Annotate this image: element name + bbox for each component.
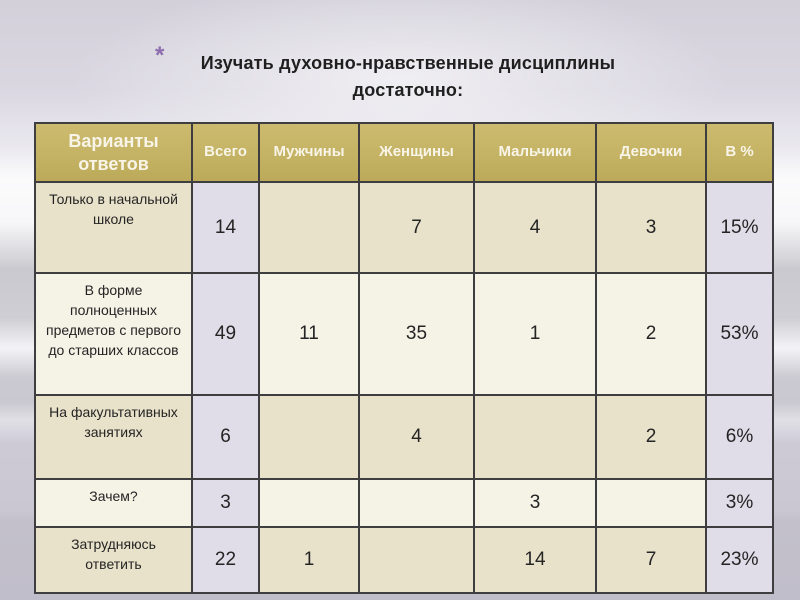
- column-header-boys: Мальчики: [473, 122, 597, 183]
- women-cell: 4: [358, 394, 475, 480]
- total-cell: 49: [191, 272, 260, 396]
- table-row: Только в начальной школе 14 7 4 3 15%: [34, 181, 774, 274]
- boys-cell: 14: [473, 526, 597, 594]
- header-row: Варианты ответов Всего Мужчины Женщины М…: [34, 122, 774, 183]
- girls-cell: 3: [595, 181, 707, 274]
- total-cell: 14: [191, 181, 260, 274]
- column-header-percent: В %: [705, 122, 774, 183]
- women-cell: 35: [358, 272, 475, 396]
- slide-title-line1: Изучать духовно-нравственные дисциплины: [200, 53, 616, 73]
- percent-cell: 6%: [705, 394, 774, 480]
- survey-results-table: Варианты ответов Всего Мужчины Женщины М…: [34, 122, 774, 594]
- row-label-cell: Затрудняюсь ответить: [34, 526, 193, 594]
- row-label-cell: Только в начальной школе: [34, 181, 193, 274]
- column-header-women: Женщины: [358, 122, 475, 183]
- total-cell: 6: [191, 394, 260, 480]
- men-cell: 1: [258, 526, 360, 594]
- girls-cell: 2: [595, 394, 707, 480]
- asterisk-bullet-icon: *: [155, 42, 165, 69]
- girls-cell: 7: [595, 526, 707, 594]
- table-row: Затрудняюсь ответить 22 1 14 7 23%: [34, 526, 774, 594]
- table-row: Зачем? 3 3 3%: [34, 478, 774, 528]
- men-cell: [258, 478, 360, 528]
- slide-title: Изучать духовно-нравственные дисциплины …: [100, 50, 716, 104]
- women-cell: [358, 478, 475, 528]
- boys-cell: 4: [473, 181, 597, 274]
- table-row: На факультативных занятиях 6 4 2 6%: [34, 394, 774, 480]
- boys-cell: [473, 394, 597, 480]
- percent-cell: 23%: [705, 526, 774, 594]
- total-cell: 3: [191, 478, 260, 528]
- percent-cell: 53%: [705, 272, 774, 396]
- women-cell: 7: [358, 181, 475, 274]
- row-label-cell: На факультативных занятиях: [34, 394, 193, 480]
- men-cell: [258, 394, 360, 480]
- boys-cell: 3: [473, 478, 597, 528]
- row-label-cell: Зачем?: [34, 478, 193, 528]
- row-label-cell: В форме полноценных предметов с первого …: [34, 272, 193, 396]
- table-row: В форме полноценных предметов с первого …: [34, 272, 774, 396]
- column-header-total: Всего: [191, 122, 260, 183]
- slide-title-line2: достаточно:: [352, 80, 464, 100]
- girls-cell: 2: [595, 272, 707, 396]
- girls-cell: [595, 478, 707, 528]
- men-cell: 11: [258, 272, 360, 396]
- column-header-girls: Девочки: [595, 122, 707, 183]
- column-header-answer-options: Варианты ответов: [34, 122, 193, 183]
- percent-cell: 15%: [705, 181, 774, 274]
- boys-cell: 1: [473, 272, 597, 396]
- column-header-men: Мужчины: [258, 122, 360, 183]
- women-cell: [358, 526, 475, 594]
- men-cell: [258, 181, 360, 274]
- total-cell: 22: [191, 526, 260, 594]
- percent-cell: 3%: [705, 478, 774, 528]
